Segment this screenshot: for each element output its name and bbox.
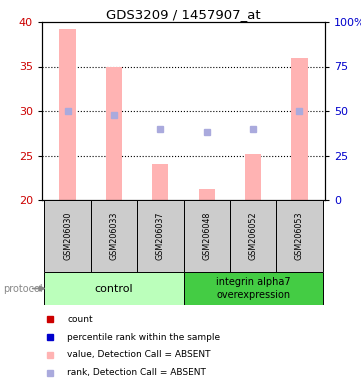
FancyBboxPatch shape [183,272,323,305]
Bar [291,58,308,200]
Bar [106,66,122,200]
Text: GSM206053: GSM206053 [295,212,304,260]
FancyBboxPatch shape [137,200,183,272]
Text: integrin alpha7
overexpression: integrin alpha7 overexpression [216,277,290,300]
Title: GDS3209 / 1457907_at: GDS3209 / 1457907_at [106,8,261,21]
Text: GSM206030: GSM206030 [63,212,72,260]
Text: percentile rank within the sample: percentile rank within the sample [68,333,221,341]
FancyBboxPatch shape [44,272,183,305]
Bar [152,164,169,200]
Text: GSM206037: GSM206037 [156,212,165,260]
Bar [199,189,215,200]
Bar [245,154,261,200]
Text: count: count [68,314,93,323]
FancyBboxPatch shape [276,200,323,272]
FancyBboxPatch shape [44,200,91,272]
Bar [60,29,76,200]
FancyBboxPatch shape [183,200,230,272]
Text: GSM206048: GSM206048 [202,212,211,260]
Text: protocol: protocol [4,283,43,293]
Text: rank, Detection Call = ABSENT: rank, Detection Call = ABSENT [68,369,206,377]
FancyBboxPatch shape [230,200,276,272]
FancyBboxPatch shape [91,200,137,272]
Text: value, Detection Call = ABSENT: value, Detection Call = ABSENT [68,351,211,359]
Text: GSM206033: GSM206033 [109,212,118,260]
Text: GSM206052: GSM206052 [249,212,258,260]
Text: control: control [95,283,133,293]
